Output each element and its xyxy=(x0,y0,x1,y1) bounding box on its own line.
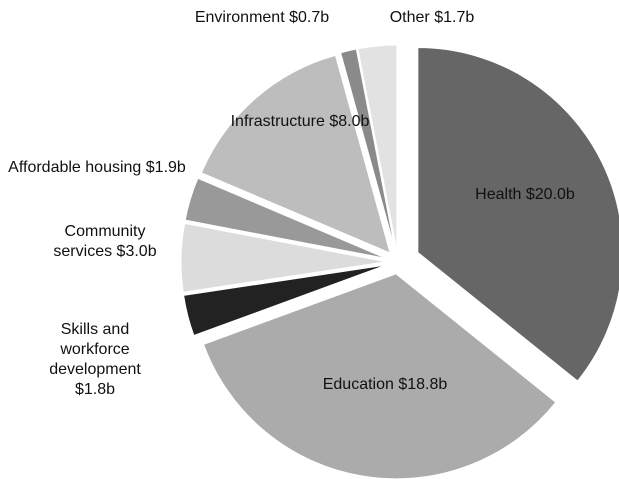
slice-label: Other $1.7b xyxy=(362,8,502,28)
category-label: Infrastructure xyxy=(230,113,325,130)
pie-slice xyxy=(180,222,387,293)
slice-label: Infrastructure $8.0b xyxy=(230,112,370,132)
pie-slice xyxy=(417,46,619,382)
slice-label: Skills and workforce development $1.8b xyxy=(40,320,150,400)
value-label: $20.0b xyxy=(525,186,575,203)
category-label: Affordable housing xyxy=(8,159,142,176)
value-label: $1.8b xyxy=(74,381,116,398)
slice-label: Education $18.8b xyxy=(285,375,485,395)
pie-slice xyxy=(340,48,396,251)
slice-label: Community services $3.0b xyxy=(43,222,168,262)
category-label: Other xyxy=(389,9,430,26)
pie-slice xyxy=(357,44,398,251)
slice-label: Environment $0.7b xyxy=(172,8,352,28)
category-label: Community services xyxy=(53,223,146,260)
pie-slice xyxy=(183,264,387,337)
value-label: $1.9b xyxy=(145,159,186,176)
value-label: $18.8b xyxy=(398,376,448,393)
value-label: $0.7b xyxy=(289,9,330,26)
pie-slice xyxy=(200,54,391,254)
category-label: Education xyxy=(322,376,394,393)
pie-slice xyxy=(202,273,557,479)
category-label: Skills and workforce development xyxy=(49,321,141,378)
value-label: $1.7b xyxy=(434,9,475,26)
slice-label: Affordable housing $1.9b xyxy=(2,158,192,178)
value-label: $3.0b xyxy=(116,243,157,260)
category-label: Environment xyxy=(194,9,285,26)
pie-slice xyxy=(184,177,387,260)
slice-label: Health $20.0b xyxy=(420,185,619,205)
category-label: Health xyxy=(475,186,522,203)
value-label: $8.0b xyxy=(329,113,370,130)
